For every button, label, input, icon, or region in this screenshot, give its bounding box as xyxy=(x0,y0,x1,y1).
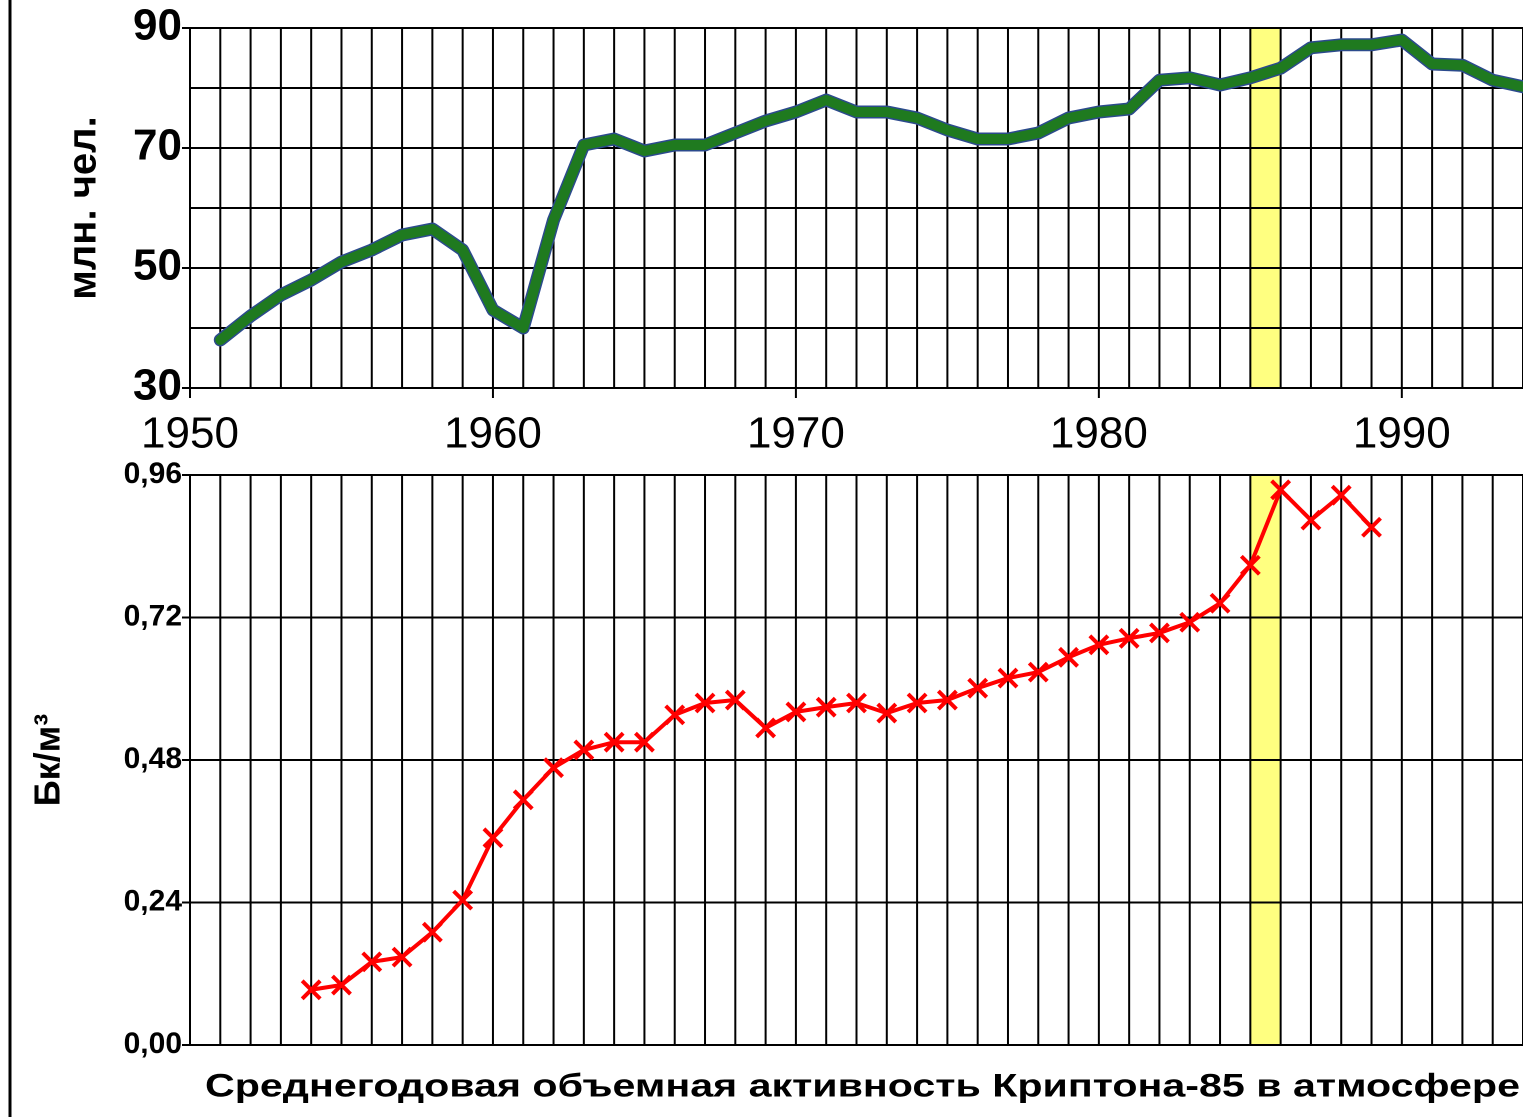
marker xyxy=(1239,554,1261,576)
line xyxy=(309,487,1374,992)
marker xyxy=(1361,516,1382,538)
line xyxy=(215,35,1523,345)
marker xyxy=(664,704,686,726)
y-tick-label: 0,00 xyxy=(124,1027,182,1060)
marker xyxy=(997,667,1019,689)
marker xyxy=(452,889,474,911)
y-axis-label: Бк/м³ xyxy=(27,714,68,807)
marker xyxy=(421,921,443,943)
marker xyxy=(361,951,383,973)
marker xyxy=(391,946,413,968)
marker xyxy=(1088,634,1110,656)
marker xyxy=(331,974,352,996)
marker xyxy=(785,701,807,723)
marker xyxy=(573,739,595,761)
y-tick-label: 0,72 xyxy=(124,599,182,632)
x-tick-label: 1950 xyxy=(141,409,239,458)
marker xyxy=(1118,627,1140,649)
marker xyxy=(300,979,322,1001)
marker xyxy=(846,692,867,714)
marker xyxy=(694,692,716,714)
marker xyxy=(724,689,746,711)
marker xyxy=(1270,479,1292,501)
plot-frame xyxy=(189,474,1523,1046)
marker xyxy=(512,789,534,811)
y-tick-label: 90 xyxy=(133,1,182,50)
y-tick-label: 0,24 xyxy=(124,884,183,917)
marker xyxy=(543,757,564,779)
marker xyxy=(755,717,777,739)
y-tick-label: 70 xyxy=(133,121,182,170)
x-tick-label: 1960 xyxy=(444,409,542,458)
y-tick-label: 0,48 xyxy=(124,742,182,775)
marker xyxy=(603,731,625,753)
marker xyxy=(1179,611,1201,633)
y-tick-label: 0,96 xyxy=(124,457,182,490)
marker xyxy=(1149,622,1170,644)
y-tick-label: 50 xyxy=(133,241,182,290)
y-axis-label: млн. чел. xyxy=(61,116,105,299)
x-tick-label: 1990 xyxy=(1353,409,1451,458)
x-tick-label: 1970 xyxy=(747,409,845,458)
marker xyxy=(634,731,655,753)
marker xyxy=(482,827,504,849)
plot-frame xyxy=(189,27,1523,389)
marker xyxy=(1330,484,1352,506)
x-tick-label: 1980 xyxy=(1050,409,1148,458)
marker xyxy=(815,696,837,718)
marker xyxy=(1058,646,1079,668)
marker xyxy=(906,692,928,714)
marker xyxy=(1300,509,1322,531)
marker xyxy=(936,689,958,711)
marker xyxy=(1209,592,1231,614)
marker xyxy=(1027,661,1049,683)
caption: Среднегодовая объемная активность Крипто… xyxy=(205,1067,1520,1103)
marker xyxy=(967,677,989,699)
line-outline xyxy=(213,33,1523,347)
marker xyxy=(876,702,898,724)
y-tick-label: 30 xyxy=(133,361,182,410)
